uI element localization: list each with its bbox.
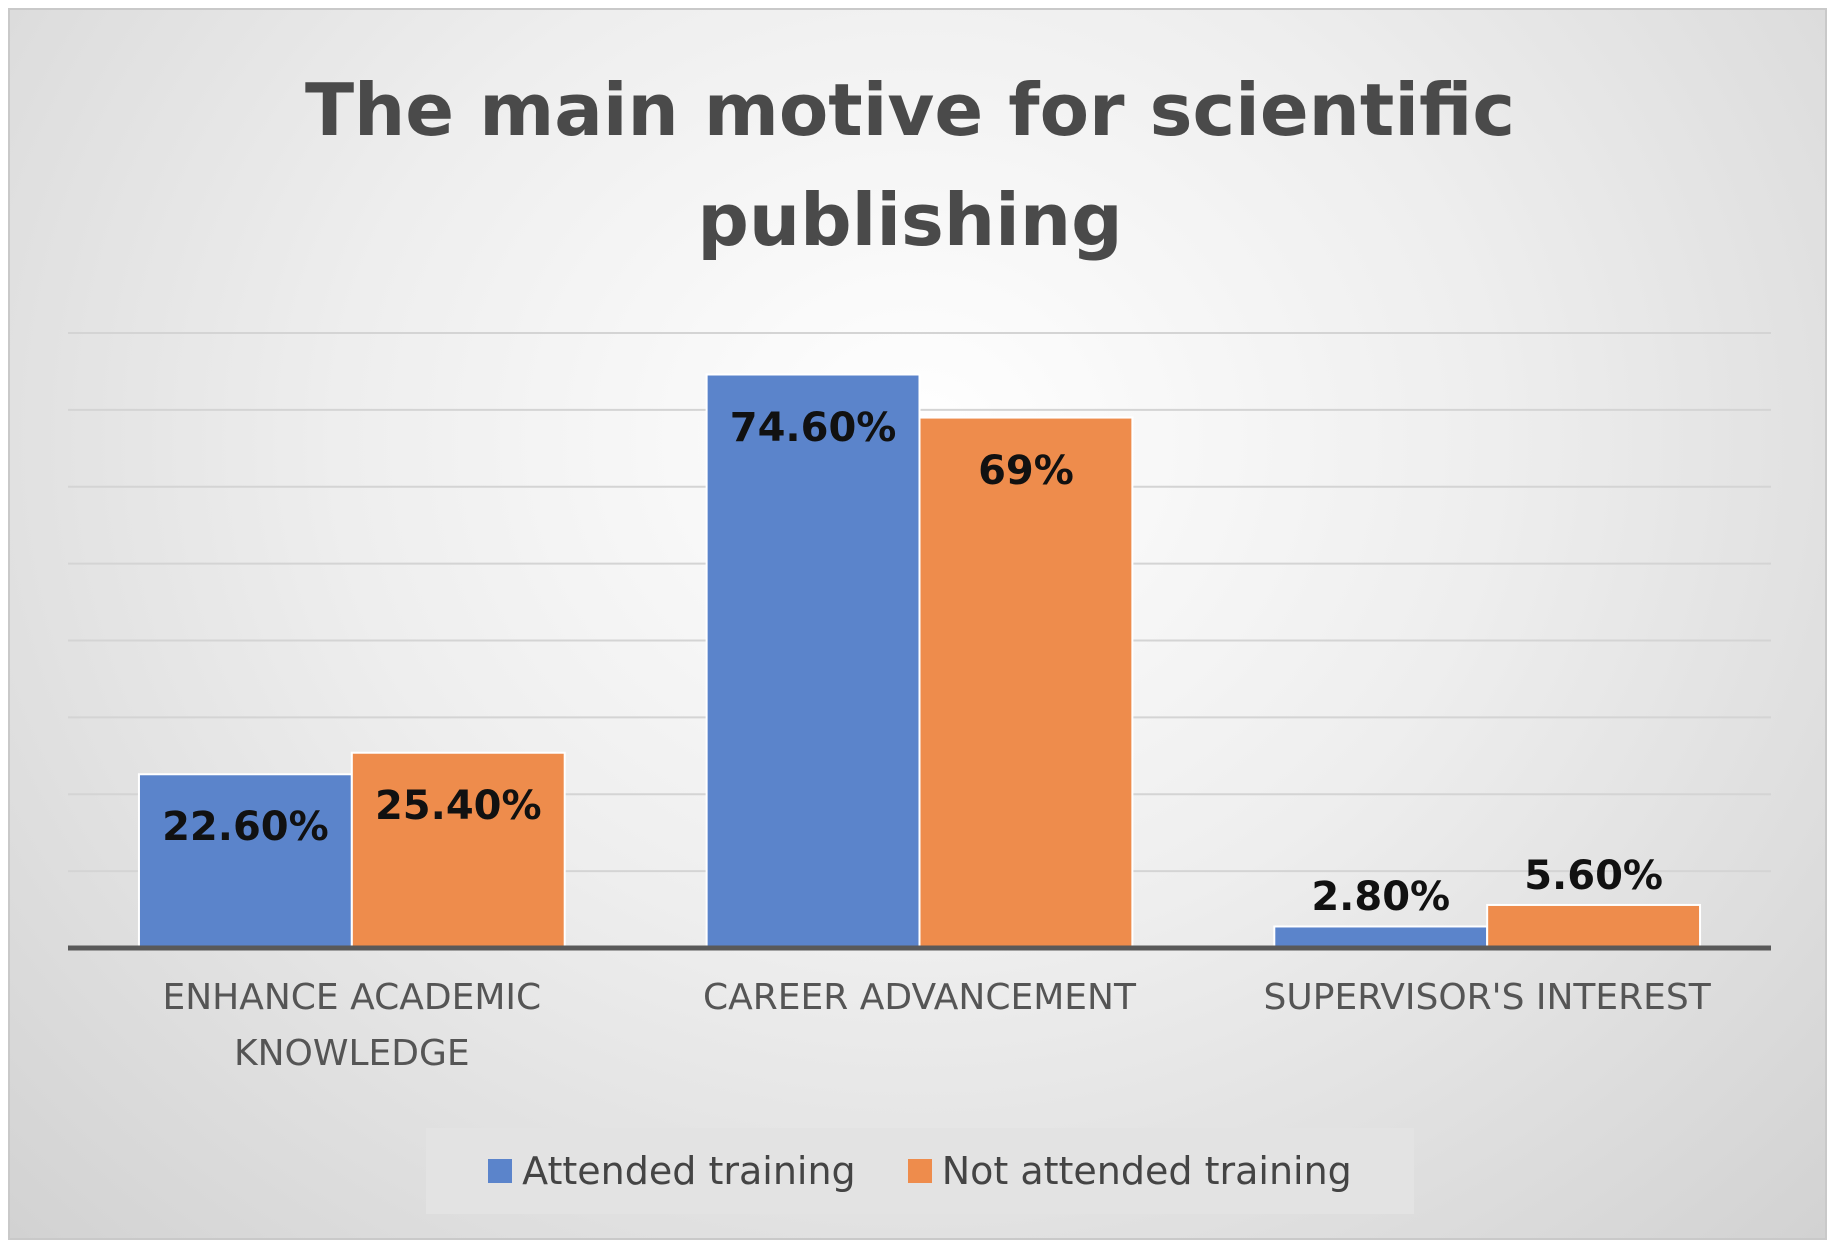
legend-item: Attended training bbox=[488, 1149, 856, 1193]
x-tick-label: CAREER ADVANCEMENT bbox=[703, 977, 1136, 1018]
legend-item: Not attended training bbox=[907, 1149, 1352, 1193]
bar bbox=[705, 373, 921, 949]
bar bbox=[1273, 925, 1489, 949]
data-label: 2.80% bbox=[1311, 874, 1451, 921]
legend-swatch bbox=[907, 1159, 932, 1183]
legend-swatch bbox=[488, 1159, 513, 1183]
legend: Attended training Not attended training bbox=[426, 1128, 1414, 1214]
bar bbox=[137, 773, 353, 950]
data-label: 25.40% bbox=[374, 782, 542, 829]
chart-title: The main motive for scientific publishin… bbox=[304, 68, 1516, 262]
data-label: 22.60% bbox=[162, 804, 329, 851]
legend-label: Attended training bbox=[522, 1149, 856, 1193]
bar bbox=[918, 416, 1134, 949]
data-label: 74.60% bbox=[729, 404, 897, 451]
bar bbox=[1486, 903, 1702, 950]
x-tick-label: SUPERVISOR'S INTEREST bbox=[1263, 977, 1711, 1018]
x-tick-label: ENHANCE ACADEMIC KNOWLEDGE bbox=[162, 977, 542, 1074]
data-label: 69% bbox=[978, 447, 1074, 494]
data-label: 5.60% bbox=[1524, 852, 1663, 899]
legend-label: Not attended training bbox=[941, 1149, 1352, 1193]
